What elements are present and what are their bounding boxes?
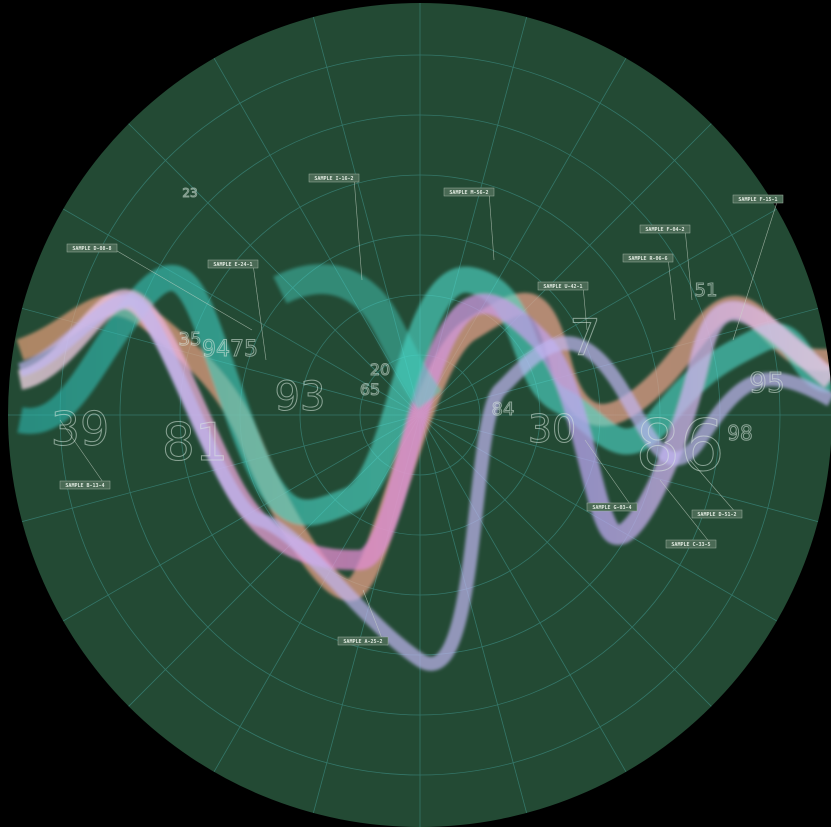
- sample-label: SAMPLE A-25-2: [343, 639, 382, 645]
- spoke: [419, 110, 725, 416]
- decor-number: 65: [360, 380, 380, 399]
- spoke: [419, 199, 793, 416]
- leader: [659, 479, 712, 545]
- decor-number: 9475: [202, 337, 258, 362]
- decor-number: 93: [275, 374, 326, 420]
- leader: [111, 247, 253, 331]
- decor-number: 98: [727, 421, 752, 445]
- decor-number: 30: [528, 407, 576, 451]
- leader: [684, 228, 693, 301]
- sample-label: SAMPLE U-42-1: [543, 284, 582, 290]
- label-box: [586, 502, 638, 512]
- label-box: [66, 243, 118, 253]
- spoke: [419, 414, 725, 720]
- label-box: [732, 194, 784, 204]
- spoke: [115, 110, 421, 416]
- label-box: [308, 173, 360, 183]
- decor-number: 81: [162, 413, 228, 473]
- decor-number: 39: [51, 402, 110, 456]
- sample-label: SAMPLE E-24-1: [213, 262, 252, 268]
- spoke: [47, 414, 421, 631]
- waves: [16, 264, 831, 671]
- label-box: [443, 187, 495, 197]
- leader: [689, 459, 738, 515]
- label-box: [691, 509, 743, 519]
- leader: [584, 439, 633, 508]
- decor-number: 7: [569, 309, 601, 367]
- label-box: [665, 539, 717, 549]
- label-box: [337, 636, 389, 646]
- sample-label: SAMPLE G-03-4: [592, 505, 631, 511]
- leader: [362, 589, 384, 642]
- sample-label: SAMPLE M-56-2: [449, 190, 488, 196]
- decor-number: 95: [749, 366, 785, 399]
- spoke: [47, 199, 421, 416]
- decor-number: 84: [492, 399, 515, 420]
- decor-number: 23: [182, 186, 197, 200]
- spoke: [419, 414, 532, 827]
- leader: [59, 419, 106, 486]
- decor-number: 35: [179, 329, 202, 350]
- overlay: SAMPLE D-08-8 SAMPLE E-24-1 SAMPLE I-16-2 S…: [50, 173, 785, 646]
- decor-number: 20: [370, 360, 390, 379]
- spoke: [8, 414, 421, 527]
- leader: [582, 285, 588, 331]
- decor-number: 86: [635, 405, 724, 487]
- leader: [732, 198, 779, 341]
- label-box: [59, 480, 111, 490]
- sample-label: SAMPLE C-33-5: [671, 542, 710, 548]
- label-box: [622, 253, 674, 263]
- sample-label: SAMPLE F-15-1: [738, 197, 777, 203]
- leader: [252, 263, 267, 361]
- sample-label: SAMPLE D-51-2: [697, 512, 736, 518]
- label-box: [639, 224, 691, 234]
- spoke: [419, 414, 636, 788]
- leader: [667, 257, 676, 321]
- sample-label: SAMPLE D-08-8: [72, 246, 111, 252]
- spoke: [204, 42, 421, 416]
- label-box: [207, 259, 259, 269]
- sample-label: SAMPLE I-16-2: [314, 176, 353, 182]
- decor-number: 51: [695, 280, 718, 301]
- leader: [488, 191, 495, 261]
- leader: [353, 177, 363, 281]
- label-box: [537, 281, 589, 291]
- sample-label: SAMPLE F-04-2: [645, 227, 684, 233]
- sample-label: SAMPLE R-06-6: [628, 256, 667, 262]
- sample-label: SAMPLE B-13-4: [65, 483, 104, 489]
